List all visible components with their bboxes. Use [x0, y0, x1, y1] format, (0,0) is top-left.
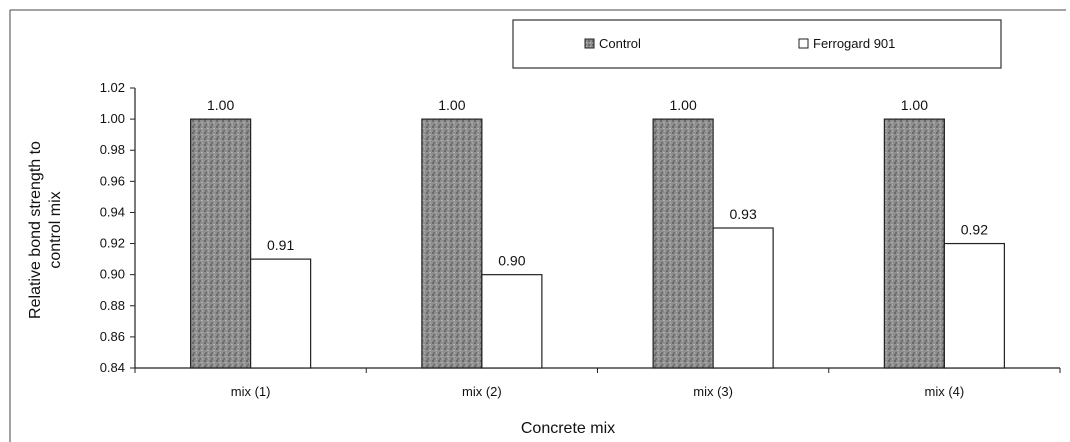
- y-tick-label: 0.94: [100, 204, 125, 219]
- y-tick-label: 0.88: [100, 298, 125, 313]
- y-tick-label: 1.02: [100, 80, 125, 95]
- data-label: 0.93: [730, 206, 757, 222]
- data-label: 1.00: [901, 97, 928, 113]
- bar-control: [421, 118, 483, 369]
- legend-swatch-control: [584, 38, 595, 49]
- bar-ferrogard: [943, 242, 1005, 369]
- y-tick-label: 0.96: [100, 173, 125, 188]
- y-tick-label: 0.86: [100, 329, 125, 344]
- x-tick-label: mix (3): [693, 384, 733, 399]
- y-tick-label: 1.00: [100, 111, 125, 126]
- bar-control: [883, 118, 945, 369]
- x-tick-label: mix (4): [925, 384, 965, 399]
- legend-label-control: Control: [599, 36, 641, 51]
- legend-swatch-ferrogard: [798, 38, 809, 49]
- bar-control: [190, 118, 252, 369]
- bar-control: [652, 118, 714, 369]
- data-label: 0.92: [961, 222, 988, 238]
- y-tick-label: 0.98: [100, 142, 125, 157]
- bar-ferrogard: [250, 258, 312, 369]
- legend: Control Ferrogard 901: [512, 19, 1002, 69]
- data-label: 0.90: [498, 253, 525, 269]
- y-tick-label: 0.92: [100, 236, 125, 251]
- bar-ferrogard: [481, 274, 543, 369]
- data-label: 1.00: [207, 97, 234, 113]
- data-label: 1.00: [438, 97, 465, 113]
- data-label: 0.91: [267, 237, 294, 253]
- x-axis-title: Concrete mix: [521, 420, 615, 437]
- y-axis-title-line-2: control mix: [47, 191, 64, 268]
- y-axis-title-line-1: Relative bond strength to: [27, 141, 44, 319]
- y-tick-label: 0.90: [100, 267, 125, 282]
- bar-ferrogard: [712, 227, 774, 369]
- y-tick-label: 0.84: [100, 360, 125, 375]
- x-tick-label: mix (1): [231, 384, 271, 399]
- x-tick-label: mix (2): [462, 384, 502, 399]
- legend-label-ferrogard: Ferrogard 901: [813, 36, 895, 51]
- data-label: 1.00: [670, 97, 697, 113]
